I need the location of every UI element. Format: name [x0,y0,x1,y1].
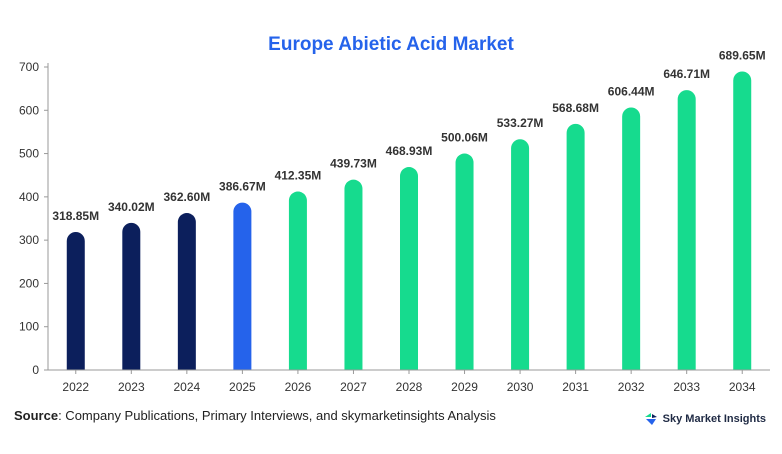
data-label-2033: 646.71M [663,67,710,81]
data-label-2028: 468.93M [386,144,433,158]
data-label-2029: 500.06M [441,131,488,145]
y-axis: 0 100 200 300 400 500 600 700 [19,60,49,377]
data-label-2031: 568.68M [552,101,599,115]
x-tick-label-2031: 2031 [562,380,589,394]
bars: 318.85M 340.02M 362.60M 386.67M 412.35M 439.7… [52,48,766,371]
bar-2033 [677,90,696,370]
data-label-2030: 533.27M [497,116,544,130]
x-tick-label-2023: 2023 [118,380,145,394]
chart-title: Europe Abietic Acid Market [268,34,514,55]
bar-2022 [66,231,85,370]
bar-2027 [344,179,363,370]
bar-2032 [622,107,641,371]
x-axis: 2022 2023 2024 2025 2026 2027 2028 2029 2030 2031… [48,369,770,394]
bar-2024 [177,213,196,370]
bar-2023 [122,222,141,370]
data-label-2034: 689.65M [719,48,766,62]
brand-logo: Sky Market Insights [643,411,766,427]
x-tick-label-2027: 2027 [340,380,367,394]
y-tick-label: 600 [19,103,39,117]
y-tick-label: 100 [19,320,39,334]
y-tick-label: 200 [19,276,39,290]
x-tick-label-2025: 2025 [229,380,256,394]
x-tick-label-2029: 2029 [451,380,478,394]
x-tick-label-2030: 2030 [507,380,534,394]
x-tick-label-2024: 2024 [173,380,200,394]
bar-2034 [733,71,752,370]
source-label: Source [14,408,59,423]
data-label-2022: 318.85M [52,209,99,223]
y-tick-label: 300 [19,233,39,247]
bar-2026 [288,191,307,370]
x-tick-label-2026: 2026 [285,380,312,394]
data-label-2024: 362.60M [163,190,210,204]
y-tick-label: 0 [32,363,39,377]
bar-2025 [233,202,252,370]
bar-2029 [455,153,474,370]
source-text: : Company Publications, Primary Intervie… [58,408,496,423]
brand-name: Sky Market Insights [662,413,766,425]
y-tick-label: 400 [19,190,39,204]
data-label-2023: 340.02M [108,200,155,214]
data-label-2027: 439.73M [330,157,377,171]
x-tick-label-2032: 2032 [618,380,645,394]
x-tick-label-2034: 2034 [729,380,756,394]
bar-2031 [566,123,585,371]
data-label-2026: 412.35M [275,169,322,183]
bar-2030 [511,139,530,370]
bar-2028 [400,167,418,370]
y-tick-label: 700 [19,60,39,74]
y-tick-label: 500 [19,147,39,161]
sky-market-insights-logo-icon [644,413,657,425]
data-label-2032: 606.44M [608,84,655,98]
data-label-2025: 386.67M [219,180,266,194]
x-tick-label-2033: 2033 [673,380,700,394]
x-tick-label-2028: 2028 [396,380,423,394]
source-note: Source: Company Publications, Primary In… [14,408,496,423]
x-tick-label-2022: 2022 [62,380,89,394]
